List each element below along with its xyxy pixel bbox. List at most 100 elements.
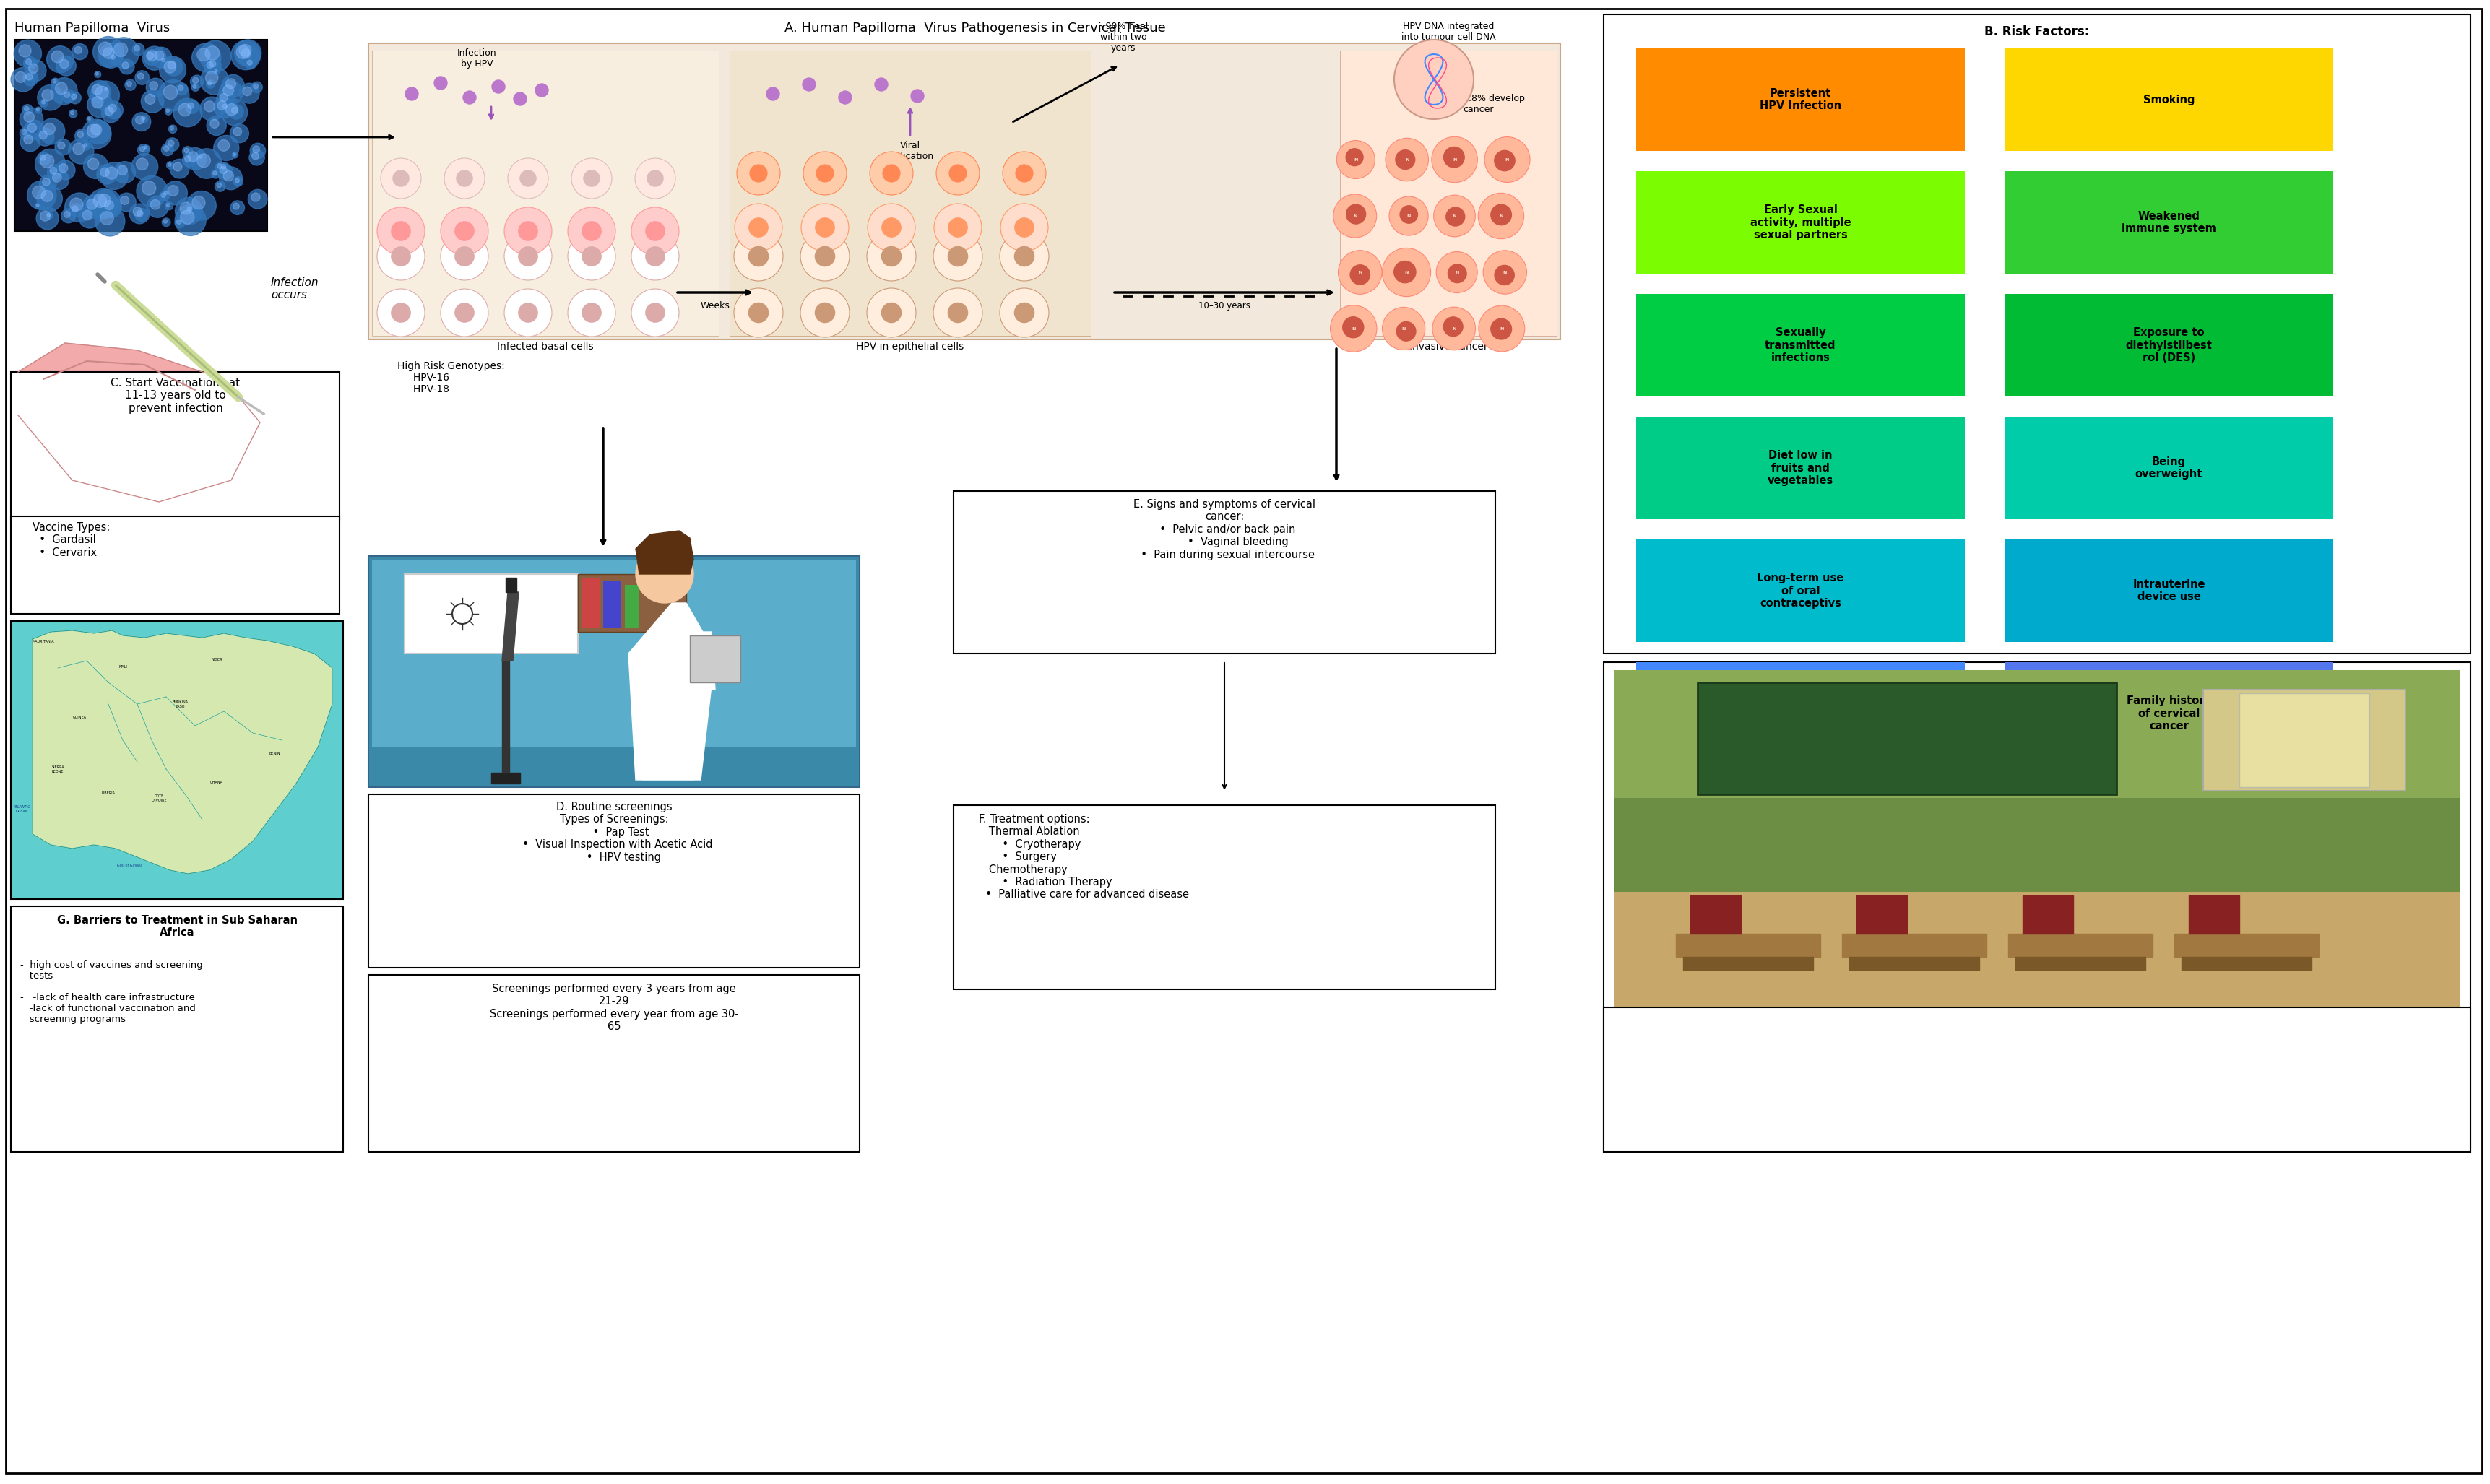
Circle shape xyxy=(174,98,202,128)
Circle shape xyxy=(164,220,167,223)
Circle shape xyxy=(82,211,92,220)
Circle shape xyxy=(737,151,779,194)
Circle shape xyxy=(802,203,849,251)
FancyBboxPatch shape xyxy=(690,635,740,683)
Polygon shape xyxy=(2014,957,2144,971)
FancyBboxPatch shape xyxy=(369,975,859,1152)
Circle shape xyxy=(164,181,187,205)
Circle shape xyxy=(162,190,169,197)
Circle shape xyxy=(55,83,67,95)
Circle shape xyxy=(97,165,117,184)
Text: MAURITANIA: MAURITANIA xyxy=(32,640,55,644)
Circle shape xyxy=(1437,252,1477,292)
Circle shape xyxy=(391,221,411,240)
Circle shape xyxy=(75,129,90,142)
Circle shape xyxy=(82,194,107,218)
Circle shape xyxy=(1397,322,1414,341)
Circle shape xyxy=(234,40,261,67)
Circle shape xyxy=(199,67,229,95)
Circle shape xyxy=(27,64,37,73)
FancyBboxPatch shape xyxy=(2004,49,2333,151)
FancyBboxPatch shape xyxy=(1636,294,1965,396)
Circle shape xyxy=(946,246,969,267)
FancyBboxPatch shape xyxy=(369,556,859,787)
Circle shape xyxy=(1479,306,1524,352)
Circle shape xyxy=(37,186,62,211)
Circle shape xyxy=(87,159,100,169)
FancyBboxPatch shape xyxy=(954,806,1494,990)
Circle shape xyxy=(1337,251,1382,294)
Circle shape xyxy=(144,93,154,104)
Circle shape xyxy=(110,53,120,62)
Circle shape xyxy=(100,211,115,226)
Circle shape xyxy=(1492,205,1511,226)
Text: ATLANTIC
OCEAN: ATLANTIC OCEAN xyxy=(12,806,30,813)
Circle shape xyxy=(154,50,164,61)
Circle shape xyxy=(144,49,159,65)
Circle shape xyxy=(1399,206,1417,223)
Circle shape xyxy=(35,107,42,113)
Circle shape xyxy=(251,145,259,153)
Polygon shape xyxy=(503,660,508,773)
Circle shape xyxy=(224,171,234,181)
Polygon shape xyxy=(505,577,515,592)
Circle shape xyxy=(82,154,107,178)
Circle shape xyxy=(105,86,110,93)
Text: H. Develop educational campaign on
risk factors and importance of
screenings in : H. Develop educational campaign on risk … xyxy=(1628,1017,1823,1064)
Circle shape xyxy=(568,208,615,255)
Circle shape xyxy=(132,153,157,180)
Text: Invasive cancer: Invasive cancer xyxy=(1409,341,1487,352)
Circle shape xyxy=(22,71,37,86)
Polygon shape xyxy=(491,773,520,784)
Circle shape xyxy=(222,165,227,169)
Circle shape xyxy=(242,49,251,58)
FancyBboxPatch shape xyxy=(1614,671,2460,798)
Text: GHANA: GHANA xyxy=(209,781,224,784)
Circle shape xyxy=(167,110,169,113)
Circle shape xyxy=(159,56,169,65)
Circle shape xyxy=(52,50,62,62)
Circle shape xyxy=(204,59,219,74)
Circle shape xyxy=(219,80,242,105)
Circle shape xyxy=(209,61,217,67)
Circle shape xyxy=(142,91,164,113)
Circle shape xyxy=(15,40,42,67)
Circle shape xyxy=(37,85,62,110)
Text: Gulf of Guinea: Gulf of Guinea xyxy=(117,864,142,867)
Circle shape xyxy=(391,246,411,266)
Circle shape xyxy=(881,218,901,237)
Text: A. Human Papilloma  Virus Pathogenesis in Cervical Tissue: A. Human Papilloma Virus Pathogenesis in… xyxy=(784,22,1165,34)
Circle shape xyxy=(40,131,47,139)
Circle shape xyxy=(47,165,62,180)
Circle shape xyxy=(232,200,244,215)
FancyBboxPatch shape xyxy=(603,582,620,628)
FancyBboxPatch shape xyxy=(1636,662,1965,764)
Circle shape xyxy=(87,199,97,209)
Circle shape xyxy=(453,221,476,240)
Circle shape xyxy=(129,203,149,224)
Circle shape xyxy=(249,190,266,209)
Circle shape xyxy=(60,163,67,172)
Circle shape xyxy=(583,303,603,322)
Circle shape xyxy=(393,169,408,187)
Circle shape xyxy=(35,203,42,209)
Circle shape xyxy=(207,62,214,68)
Circle shape xyxy=(50,77,77,104)
Text: G. Barriers to Treatment in Sub Saharan
Africa: G. Barriers to Treatment in Sub Saharan … xyxy=(57,916,296,938)
Circle shape xyxy=(204,46,219,61)
Circle shape xyxy=(55,139,72,156)
Circle shape xyxy=(249,150,264,165)
Circle shape xyxy=(62,89,75,102)
Text: Early Sexual
activity, multiple
sexual partners: Early Sexual activity, multiple sexual p… xyxy=(1750,205,1850,240)
Circle shape xyxy=(95,206,124,236)
Circle shape xyxy=(100,197,122,218)
Circle shape xyxy=(87,92,112,117)
Circle shape xyxy=(1482,251,1526,294)
Circle shape xyxy=(42,190,52,202)
Circle shape xyxy=(187,151,199,162)
Circle shape xyxy=(518,303,538,322)
Circle shape xyxy=(874,79,886,91)
Text: N: N xyxy=(1452,157,1457,162)
Circle shape xyxy=(453,303,476,322)
Circle shape xyxy=(177,85,184,91)
